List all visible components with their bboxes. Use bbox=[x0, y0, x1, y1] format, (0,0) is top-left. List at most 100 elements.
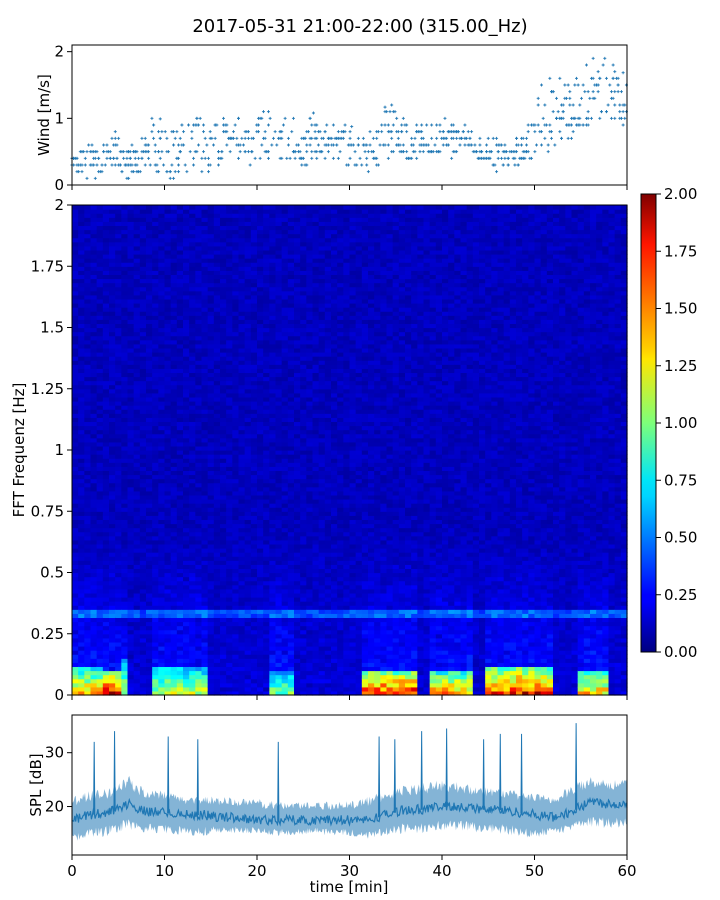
wind-point bbox=[401, 143, 405, 147]
spectrogram-cell bbox=[183, 474, 190, 480]
spectrogram-cell bbox=[226, 241, 233, 247]
spectrogram-cell bbox=[207, 654, 215, 659]
spectrogram-cell bbox=[78, 274, 85, 280]
wind-point bbox=[132, 170, 136, 174]
spectrogram-cell bbox=[183, 597, 190, 602]
spectrogram-cell bbox=[146, 490, 153, 496]
spectrogram-cell bbox=[72, 294, 79, 300]
spectrogram-cell bbox=[102, 409, 110, 414]
spectrogram-cell bbox=[115, 662, 122, 668]
spectrogram-cell bbox=[176, 233, 184, 239]
spectrogram-cell bbox=[183, 686, 190, 692]
spectrogram-cell bbox=[207, 458, 215, 463]
spectrogram-cell bbox=[158, 633, 166, 639]
spectrogram-cell bbox=[263, 556, 270, 561]
spectrogram-cell bbox=[96, 270, 104, 276]
spectrogram-cell bbox=[257, 637, 264, 643]
wind-point bbox=[541, 116, 545, 120]
spectrogram-cell bbox=[139, 352, 147, 357]
spectrogram-cell bbox=[263, 486, 270, 492]
spectrogram-cell bbox=[238, 450, 246, 455]
spectrogram-cell bbox=[164, 368, 172, 374]
spectrogram-cell bbox=[127, 462, 135, 467]
spectrogram-cell bbox=[232, 225, 240, 231]
spectrogram-cell bbox=[281, 613, 289, 619]
spectrogram-cell bbox=[201, 376, 209, 382]
spectrogram-cell bbox=[96, 217, 104, 222]
spectrogram-cell bbox=[164, 441, 172, 447]
spectrogram-cell bbox=[176, 531, 184, 537]
spectrogram-cell bbox=[238, 580, 246, 586]
spectrogram-cell bbox=[207, 388, 215, 394]
spectrogram-cell bbox=[250, 641, 258, 647]
wind-point bbox=[368, 143, 372, 147]
spectrogram-cell bbox=[281, 445, 289, 451]
spectrogram-cell bbox=[220, 490, 227, 496]
spectrogram-cell bbox=[220, 368, 227, 374]
spectrogram-cell bbox=[109, 625, 116, 631]
spectrogram-cell bbox=[146, 364, 153, 369]
spectrogram-cell bbox=[250, 237, 258, 243]
spectrogram-cell bbox=[90, 384, 98, 390]
spectrogram-cell bbox=[244, 352, 252, 357]
spectrogram-cell bbox=[220, 621, 227, 627]
spectrogram-cell bbox=[158, 543, 166, 549]
spectrogram-cell bbox=[158, 380, 166, 386]
spectrogram-cell bbox=[152, 433, 159, 439]
wind-point bbox=[256, 123, 260, 127]
wind-point bbox=[208, 130, 212, 134]
spectrogram-cell bbox=[207, 331, 215, 337]
spectrogram-cell bbox=[121, 241, 129, 247]
spectrogram-cell bbox=[84, 274, 92, 280]
spectrogram-cell bbox=[146, 503, 153, 508]
spectrogram-cell bbox=[102, 401, 110, 406]
spectrogram-cell bbox=[127, 564, 135, 570]
spectrogram-cell bbox=[158, 470, 166, 476]
spectrogram-cell bbox=[244, 486, 252, 492]
wind-point bbox=[100, 170, 104, 174]
spectrogram-cell bbox=[257, 682, 264, 688]
spectrogram-cell bbox=[176, 401, 184, 406]
spectrogram-cell bbox=[226, 499, 233, 504]
wind-point bbox=[93, 176, 97, 180]
spectrogram-cell bbox=[102, 372, 110, 378]
spectrogram-cell bbox=[250, 241, 258, 247]
spectrogram-cell bbox=[146, 454, 153, 459]
spectrogram-cell bbox=[220, 282, 227, 288]
spectrogram-cell bbox=[176, 552, 184, 557]
spectrogram-cell bbox=[109, 507, 116, 512]
wind-point bbox=[305, 143, 309, 147]
spectrogram-cell bbox=[195, 662, 203, 668]
spectrogram-cell bbox=[115, 507, 122, 512]
spectrogram-cell bbox=[72, 523, 79, 529]
spectrogram-cell bbox=[232, 409, 240, 414]
spectrogram-cell bbox=[139, 372, 147, 378]
spectrogram-cell bbox=[78, 580, 85, 586]
wind-point bbox=[553, 143, 557, 147]
spectrogram-cell bbox=[183, 356, 190, 361]
spectrogram-cell bbox=[170, 576, 178, 582]
spectrogram-cell bbox=[102, 368, 110, 374]
spectrogram-cell bbox=[164, 462, 172, 467]
spectrogram-cell bbox=[201, 335, 209, 341]
wind-point bbox=[288, 156, 292, 160]
spectrogram-cell bbox=[102, 233, 110, 239]
spectrogram-cell bbox=[78, 572, 85, 578]
spectrogram-cell bbox=[72, 515, 79, 521]
spectrogram-cell bbox=[244, 417, 252, 423]
spectrogram-cell bbox=[232, 417, 240, 423]
spectrogram-cell bbox=[183, 633, 190, 639]
spectrogram-cell bbox=[158, 315, 166, 320]
spectrogram-cell bbox=[78, 258, 85, 263]
wind-point bbox=[619, 90, 623, 94]
spectrogram-cell bbox=[250, 380, 258, 386]
spectrogram-cell bbox=[263, 396, 270, 402]
spectrogram-cell bbox=[164, 490, 172, 496]
wind-point bbox=[578, 123, 582, 127]
wind-point bbox=[217, 150, 221, 154]
spectrogram-cell bbox=[133, 343, 141, 349]
spectrogram-cell bbox=[189, 454, 196, 459]
spectrogram-cell bbox=[226, 303, 233, 308]
spectrogram-cell bbox=[78, 592, 85, 598]
